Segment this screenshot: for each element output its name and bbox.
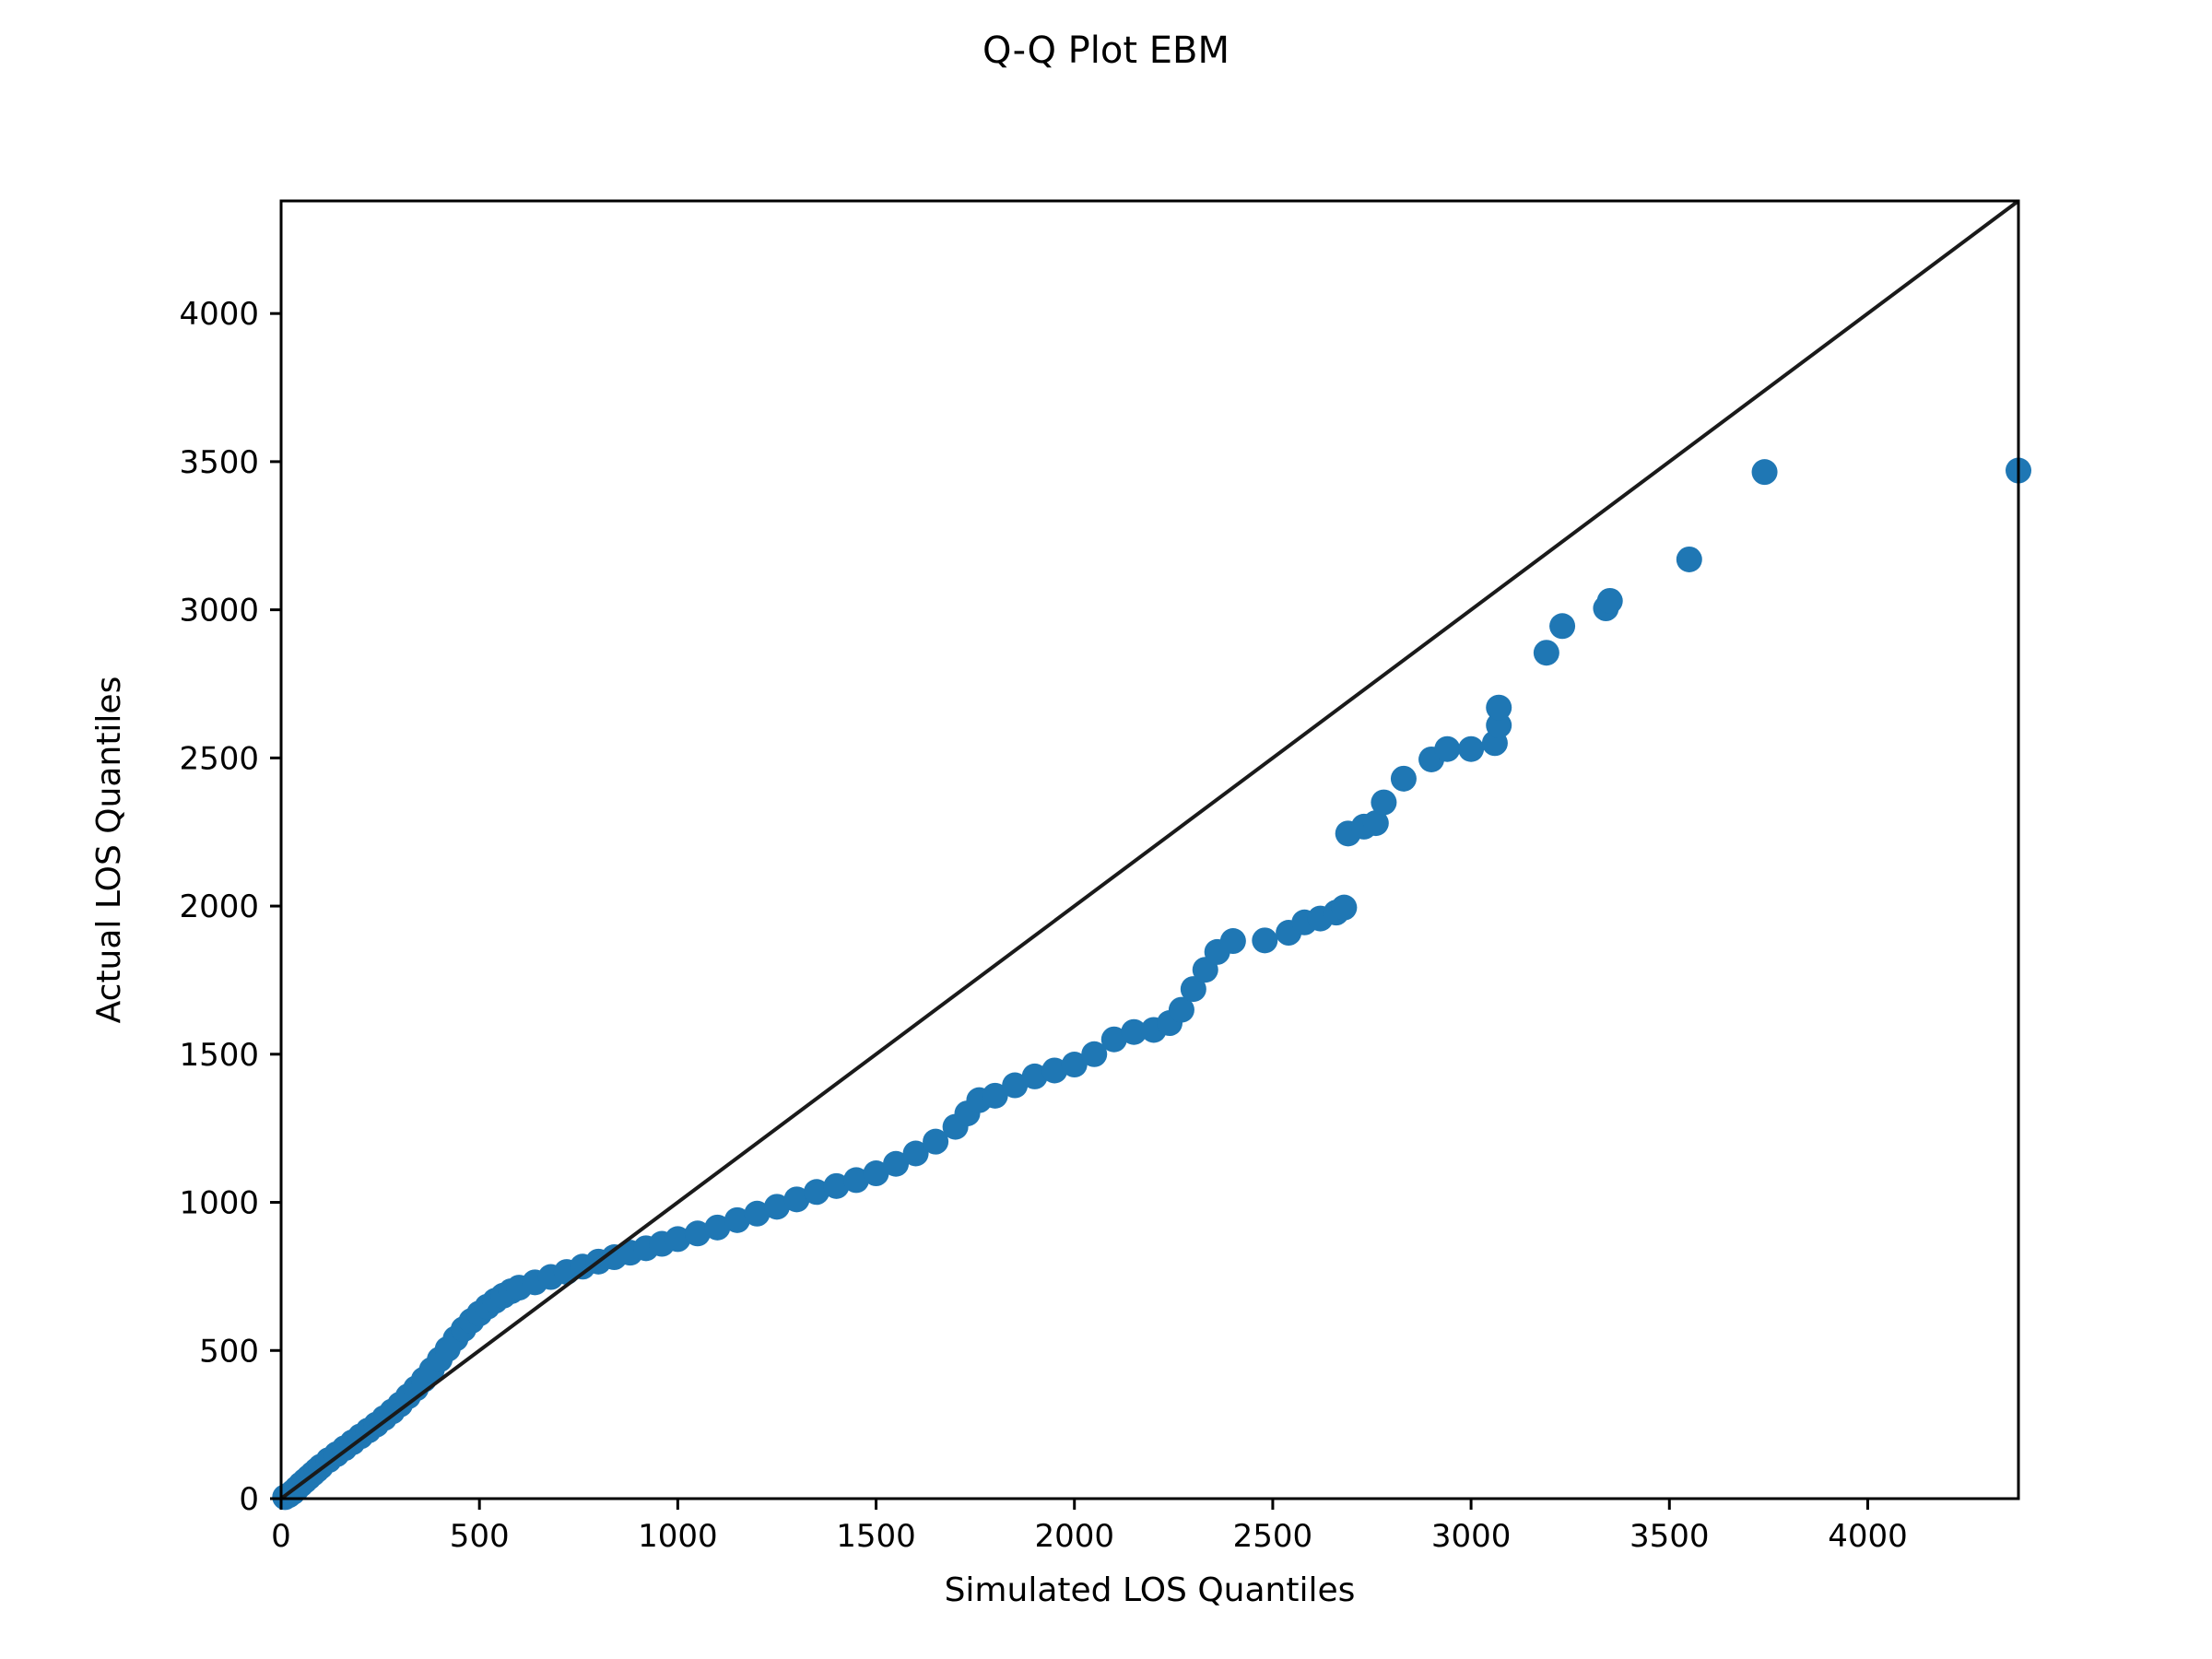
scatter-point	[823, 1172, 850, 1199]
scatter-point	[803, 1179, 830, 1206]
scatter-point	[1371, 789, 1397, 816]
x-tick-label: 3000	[1431, 1518, 1512, 1555]
y-tick-label: 2500	[179, 740, 259, 777]
scatter-point	[1100, 1026, 1127, 1053]
plot-frame	[279, 199, 2020, 1500]
x-tick-label: 0	[271, 1518, 291, 1555]
x-axis-label: Simulated LOS Quantiles	[945, 1571, 1356, 1609]
x-tick-label: 2500	[1233, 1518, 1313, 1555]
scatter-point	[1061, 1052, 1088, 1078]
scatter-point	[1751, 459, 1778, 486]
scatter-point	[1486, 694, 1512, 721]
scatter-point	[1596, 587, 1623, 614]
scatter-point	[1168, 996, 1194, 1023]
y-tick-label: 2000	[179, 888, 259, 925]
x-tick-label: 1500	[836, 1518, 916, 1555]
scatter-point	[923, 1128, 949, 1155]
scatter-point	[883, 1150, 910, 1177]
y-tick-label: 500	[199, 1333, 259, 1370]
scatter-point	[902, 1140, 929, 1167]
scatter-point	[665, 1226, 691, 1253]
reference-line	[279, 199, 2020, 1500]
scatter-point	[1434, 735, 1461, 762]
scatter-point	[1081, 1041, 1108, 1067]
scatter-point	[1180, 976, 1206, 1003]
scatter-point	[1331, 894, 1358, 921]
y-axis: 0 500 1000 1500 2000 2500 3000 3500 4000	[179, 296, 281, 1518]
scatter-point	[1362, 810, 1389, 837]
y-tick-label: 3000	[179, 593, 259, 629]
y-tick-label: 1000	[179, 1185, 259, 1222]
scatter-point	[1252, 927, 1278, 954]
scatter-point	[763, 1194, 790, 1220]
scatter-point	[1533, 640, 1559, 666]
scatter-point	[1458, 735, 1485, 762]
y-axis-label: Actual LOS Quantiles	[90, 677, 128, 1024]
y-tick-label: 0	[239, 1481, 259, 1518]
scatter-point	[1041, 1057, 1068, 1084]
scatter-point	[843, 1167, 870, 1194]
scatter-point	[1549, 613, 1576, 640]
scatter-point	[704, 1214, 731, 1241]
scatter-series	[272, 457, 2031, 1511]
x-tick-label: 3500	[1630, 1518, 1710, 1555]
scatter-point	[744, 1200, 771, 1227]
chart-title: Q-Q Plot EBM	[982, 29, 1230, 72]
scatter-point	[724, 1206, 750, 1233]
scatter-point	[783, 1186, 810, 1213]
x-tick-label: 500	[450, 1518, 510, 1555]
x-tick-label: 1000	[638, 1518, 718, 1555]
x-tick-label: 4000	[1828, 1518, 1908, 1555]
scatter-point	[1021, 1063, 1048, 1089]
scatter-point	[863, 1160, 889, 1187]
scatter-point	[1121, 1018, 1147, 1045]
y-tick-label: 3500	[179, 444, 259, 481]
scatter-point	[684, 1220, 711, 1247]
x-tick-label: 2000	[1034, 1518, 1114, 1555]
scatter-point	[1676, 546, 1702, 572]
y-tick-label: 4000	[179, 296, 259, 333]
scatter-point	[982, 1082, 1008, 1109]
y-tick-label: 1500	[179, 1037, 259, 1074]
x-axis: 0 500 1000 1500 2000 2500 3000 3500 4000	[271, 1499, 1908, 1555]
scatter-point	[1486, 712, 1512, 738]
scatter-point	[1002, 1072, 1029, 1099]
scatter-point	[1219, 928, 1246, 955]
scatter-point	[1390, 765, 1417, 792]
